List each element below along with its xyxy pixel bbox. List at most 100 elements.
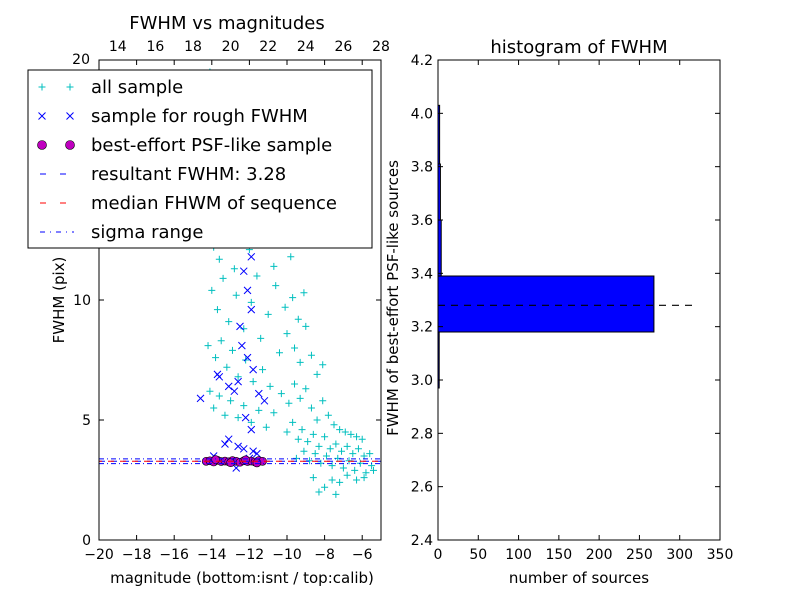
all-sample-point xyxy=(321,433,329,441)
left-top-x-tick-label: 26 xyxy=(334,39,352,55)
all-sample-point xyxy=(291,344,299,352)
all-sample-point xyxy=(330,421,338,429)
legend-label: resultant FWHM: 3.28 xyxy=(91,164,286,185)
all-sample-point xyxy=(247,298,255,306)
left-top-x-tick-label: 14 xyxy=(109,39,127,55)
rough-sample-point xyxy=(249,365,258,374)
right-y-tick-label: 4.2 xyxy=(411,53,433,69)
all-sample-point xyxy=(255,406,263,414)
all-sample-point xyxy=(309,430,317,438)
all-sample-point xyxy=(294,315,302,323)
all-sample-point xyxy=(234,373,242,381)
all-sample-point xyxy=(212,354,220,362)
rough-sample-point xyxy=(238,341,246,350)
all-sample-point xyxy=(228,346,236,354)
legend-entry: median FHWM of sequence xyxy=(40,193,337,214)
left-top-x-tick-label: 20 xyxy=(222,39,240,55)
all-sample-point xyxy=(230,265,238,273)
right-y-tick-label: 3.4 xyxy=(411,266,433,282)
all-sample-point xyxy=(247,418,255,426)
all-sample-point xyxy=(307,351,315,359)
all-sample-point xyxy=(225,318,233,326)
all-sample-point xyxy=(366,450,374,458)
all-sample-point xyxy=(210,404,218,412)
left-x-tick-label: −18 xyxy=(122,547,152,563)
legend-label: median FHWM of sequence xyxy=(91,193,337,214)
all-sample-point xyxy=(215,392,223,400)
all-sample-point xyxy=(341,428,349,436)
right-plot-frame xyxy=(437,59,721,541)
rough-sample-point xyxy=(247,425,256,434)
left-x-tick-label: −20 xyxy=(84,547,114,563)
right-x-axis-label: number of sources xyxy=(509,569,649,587)
left-x-tick-label: −14 xyxy=(197,547,227,563)
all-sample-point xyxy=(272,282,280,290)
all-sample-point xyxy=(360,474,368,482)
legend-entry: resultant FWHM: 3.28 xyxy=(40,164,286,185)
all-sample-point xyxy=(319,361,327,369)
left-top-x-tick-label: 28 xyxy=(372,39,390,55)
right-x-tick-label: 150 xyxy=(545,547,572,563)
all-sample-point xyxy=(217,337,225,345)
all-sample-point xyxy=(266,382,274,390)
left-x-tick-label: −6 xyxy=(352,547,373,563)
all-sample-point xyxy=(221,411,229,419)
rough-sample-point xyxy=(234,442,242,451)
all-sample-point xyxy=(296,358,304,366)
left-y-axis-label: FWHM (pix) xyxy=(50,257,68,344)
all-sample-point xyxy=(369,466,377,474)
all-sample-point xyxy=(353,476,361,484)
histogram-bars xyxy=(437,104,655,389)
all-sample-point xyxy=(262,423,270,431)
all-sample-point xyxy=(307,404,315,412)
all-sample-point xyxy=(338,447,346,455)
fwhm-histogram-plot: 0 50 100 150 200 250 300 350 2.4 2.6 2.8 3.0 3.2 3.4… xyxy=(384,37,733,587)
all-sample-point xyxy=(353,433,361,441)
all-sample-point xyxy=(328,476,336,484)
left-top-x-tick-label: 18 xyxy=(184,39,202,55)
all-sample-point xyxy=(215,255,223,263)
left-bottom-x-ticks: −20 −18 −16 −14 −12 −10 −8 −6 xyxy=(84,60,373,563)
all-sample-point xyxy=(351,466,359,474)
rough-sample-point xyxy=(260,396,269,405)
rough-sample-point xyxy=(239,267,248,276)
all-sample-point xyxy=(240,325,248,333)
right-y-tick-label: 2.8 xyxy=(411,426,433,442)
legend-x-marker xyxy=(38,112,46,120)
legend-entry: sample for rough FWHM xyxy=(38,106,308,127)
all-sample-point xyxy=(313,370,321,378)
left-title: FWHM vs magnitudes xyxy=(129,13,324,34)
right-x-tick-label: 300 xyxy=(666,547,693,563)
all-sample-point xyxy=(362,469,370,477)
all-sample-point xyxy=(206,387,214,395)
all-sample-point xyxy=(227,397,235,405)
all-sample-point xyxy=(319,397,327,405)
legend-marker xyxy=(38,83,74,91)
right-y-tick-label: 3.2 xyxy=(411,320,433,336)
all-sample-point xyxy=(287,253,295,261)
all-sample-point xyxy=(347,430,355,438)
rough-sample-point xyxy=(215,372,224,381)
left-x-tick-label: −8 xyxy=(314,547,335,563)
all-sample-point xyxy=(204,342,212,350)
psf-sample-point xyxy=(241,455,250,465)
legend-entries: all sample sample for rough FWHM best-effo… xyxy=(37,77,337,243)
left-x-tick-label: −12 xyxy=(235,547,265,563)
right-y-tick-label: 3.6 xyxy=(411,213,433,229)
rough-sample-point xyxy=(234,377,242,386)
legend-circle-marker xyxy=(37,140,47,150)
all-sample-point xyxy=(270,262,278,270)
all-sample-point xyxy=(328,462,336,470)
all-sample-point xyxy=(302,322,310,330)
left-y-tick-label: 5 xyxy=(82,413,91,429)
all-sample-point xyxy=(259,366,267,374)
all-sample-point xyxy=(339,464,347,472)
all-sample-point xyxy=(336,478,344,486)
rough-sample-point xyxy=(243,286,252,295)
legend-label: sample for rough FWHM xyxy=(91,106,308,127)
left-x-tick-label: −16 xyxy=(159,547,189,563)
all-sample-point xyxy=(291,380,299,388)
all-sample-point xyxy=(315,488,323,496)
all-sample-point xyxy=(358,435,366,443)
